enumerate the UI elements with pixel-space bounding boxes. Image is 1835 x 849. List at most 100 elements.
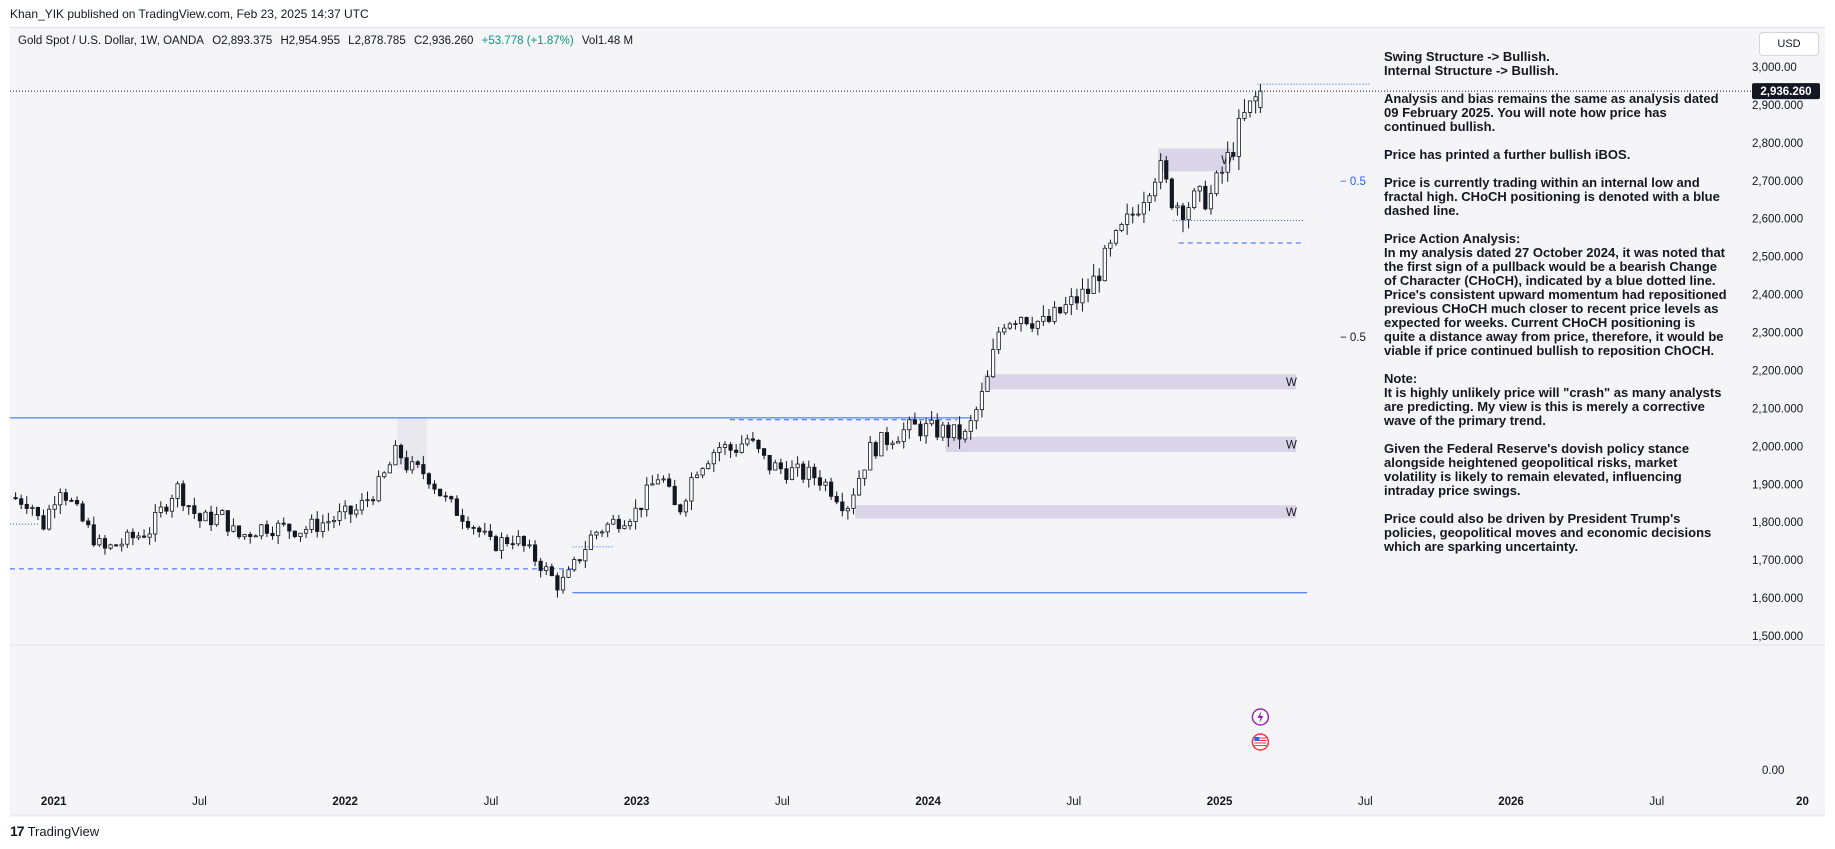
candle-body (963, 430, 968, 440)
candle-body (136, 535, 141, 539)
candle-body (538, 560, 543, 571)
chart-area[interactable] (10, 27, 1825, 817)
y-axis-tick-label: 2,600.000 (1752, 214, 1803, 226)
candle-body (1253, 96, 1258, 102)
candle-body (147, 533, 152, 538)
published-by-line: Khan_YIK published on TradingView.com, F… (10, 7, 369, 21)
candle-body (1002, 327, 1007, 333)
legend-volume: Vol1.48 M (581, 35, 634, 47)
candle-body (829, 481, 834, 497)
candle-body (493, 536, 499, 551)
candle-body (438, 488, 443, 497)
candle-body (320, 522, 325, 532)
candle-body (192, 505, 197, 515)
candle-body (745, 438, 750, 445)
legend-low: L2,878.785 (348, 35, 406, 47)
candle-body (1085, 288, 1091, 294)
candle-body (1018, 317, 1024, 324)
candle-body (1175, 205, 1180, 209)
candle-body (650, 483, 655, 486)
candle-body (41, 515, 46, 530)
candle-body (1192, 190, 1197, 208)
footer-brand: 17 TradingView (10, 823, 99, 839)
lightning-bolt-icon (1257, 711, 1264, 723)
legend-close: C2,936.260 (413, 35, 474, 47)
candle-body (683, 500, 688, 513)
candle-body (91, 524, 96, 546)
candle-body (505, 537, 510, 545)
candle-body (108, 544, 113, 549)
analysis-paragraph: Price could also be driven by President … (1384, 511, 1712, 554)
candle-body (1153, 181, 1158, 197)
tradingview-brand-label: TradingView (27, 823, 100, 839)
candle-body (337, 511, 342, 521)
candle-body (510, 543, 515, 546)
candle-body (97, 538, 102, 546)
y-axis-tick-label: 1,700.000 (1752, 555, 1803, 567)
candle-body (1108, 242, 1113, 249)
supply-demand-zone (1158, 148, 1232, 172)
us-flag-event-icon (1251, 733, 1270, 751)
candle-body (1074, 296, 1079, 304)
candle-body (544, 566, 549, 571)
candle-body (315, 518, 320, 532)
candle-body (443, 495, 448, 498)
candle-body (1147, 195, 1152, 204)
candle-body (946, 424, 951, 439)
candle-body (728, 444, 733, 451)
candle-body (181, 483, 186, 507)
candle-body (1119, 224, 1124, 231)
candle-body (979, 391, 984, 411)
candle-body (840, 501, 845, 512)
candle-body (47, 508, 52, 530)
analysis-paragraph: Given the Federal Reserve's dovish polic… (1384, 441, 1690, 498)
symbol-name[interactable]: Gold Spot / U.S. Dollar, 1W, OANDA (18, 35, 204, 47)
candle-body (1136, 213, 1141, 216)
candle-body (242, 534, 247, 538)
candle-body (421, 464, 426, 475)
candle-body (370, 499, 376, 502)
candle-body (326, 521, 331, 524)
candle-body (773, 462, 778, 471)
x-axis-tick-label: 2025 (1207, 796, 1233, 808)
candle-body (281, 522, 286, 525)
candle-body (689, 477, 694, 502)
candle-body (231, 525, 236, 532)
x-axis-tick-label: Jul (484, 796, 499, 808)
candle-body (74, 500, 80, 505)
legend-open: O2,893.375 (212, 35, 273, 47)
candle-body (1203, 185, 1208, 210)
candle-body (102, 538, 108, 549)
candle-body (1180, 205, 1186, 221)
candle-body (449, 496, 454, 500)
candle-body (672, 485, 677, 506)
candle-body (1024, 317, 1029, 325)
candle-body (354, 509, 359, 515)
candle-body (1186, 207, 1191, 221)
candle-body (890, 442, 895, 445)
currency-button[interactable]: USD (1759, 32, 1819, 56)
candle-body (35, 507, 41, 517)
candle-body (488, 530, 493, 537)
candle-body (884, 432, 890, 445)
zone-label: W (1286, 377, 1297, 389)
candle-body (465, 520, 471, 528)
candle-body (382, 472, 387, 478)
candle-body (605, 523, 610, 533)
candle-body (834, 495, 839, 503)
candle-body (711, 452, 716, 465)
candle-body (588, 534, 593, 550)
candle-body (220, 510, 225, 515)
candle-body (706, 463, 711, 469)
x-axis-tick-label: 2023 (624, 796, 650, 808)
candle-body (1125, 213, 1130, 225)
candle-body (627, 521, 633, 527)
candle-body (1041, 315, 1046, 322)
candle-body (694, 474, 700, 478)
candle-body (248, 534, 253, 537)
analysis-paragraph: Swing Structure -> Bullish. Internal Str… (1384, 49, 1559, 78)
flag-canton (1254, 737, 1260, 741)
candle-body (298, 532, 303, 537)
candle-body (734, 449, 739, 453)
